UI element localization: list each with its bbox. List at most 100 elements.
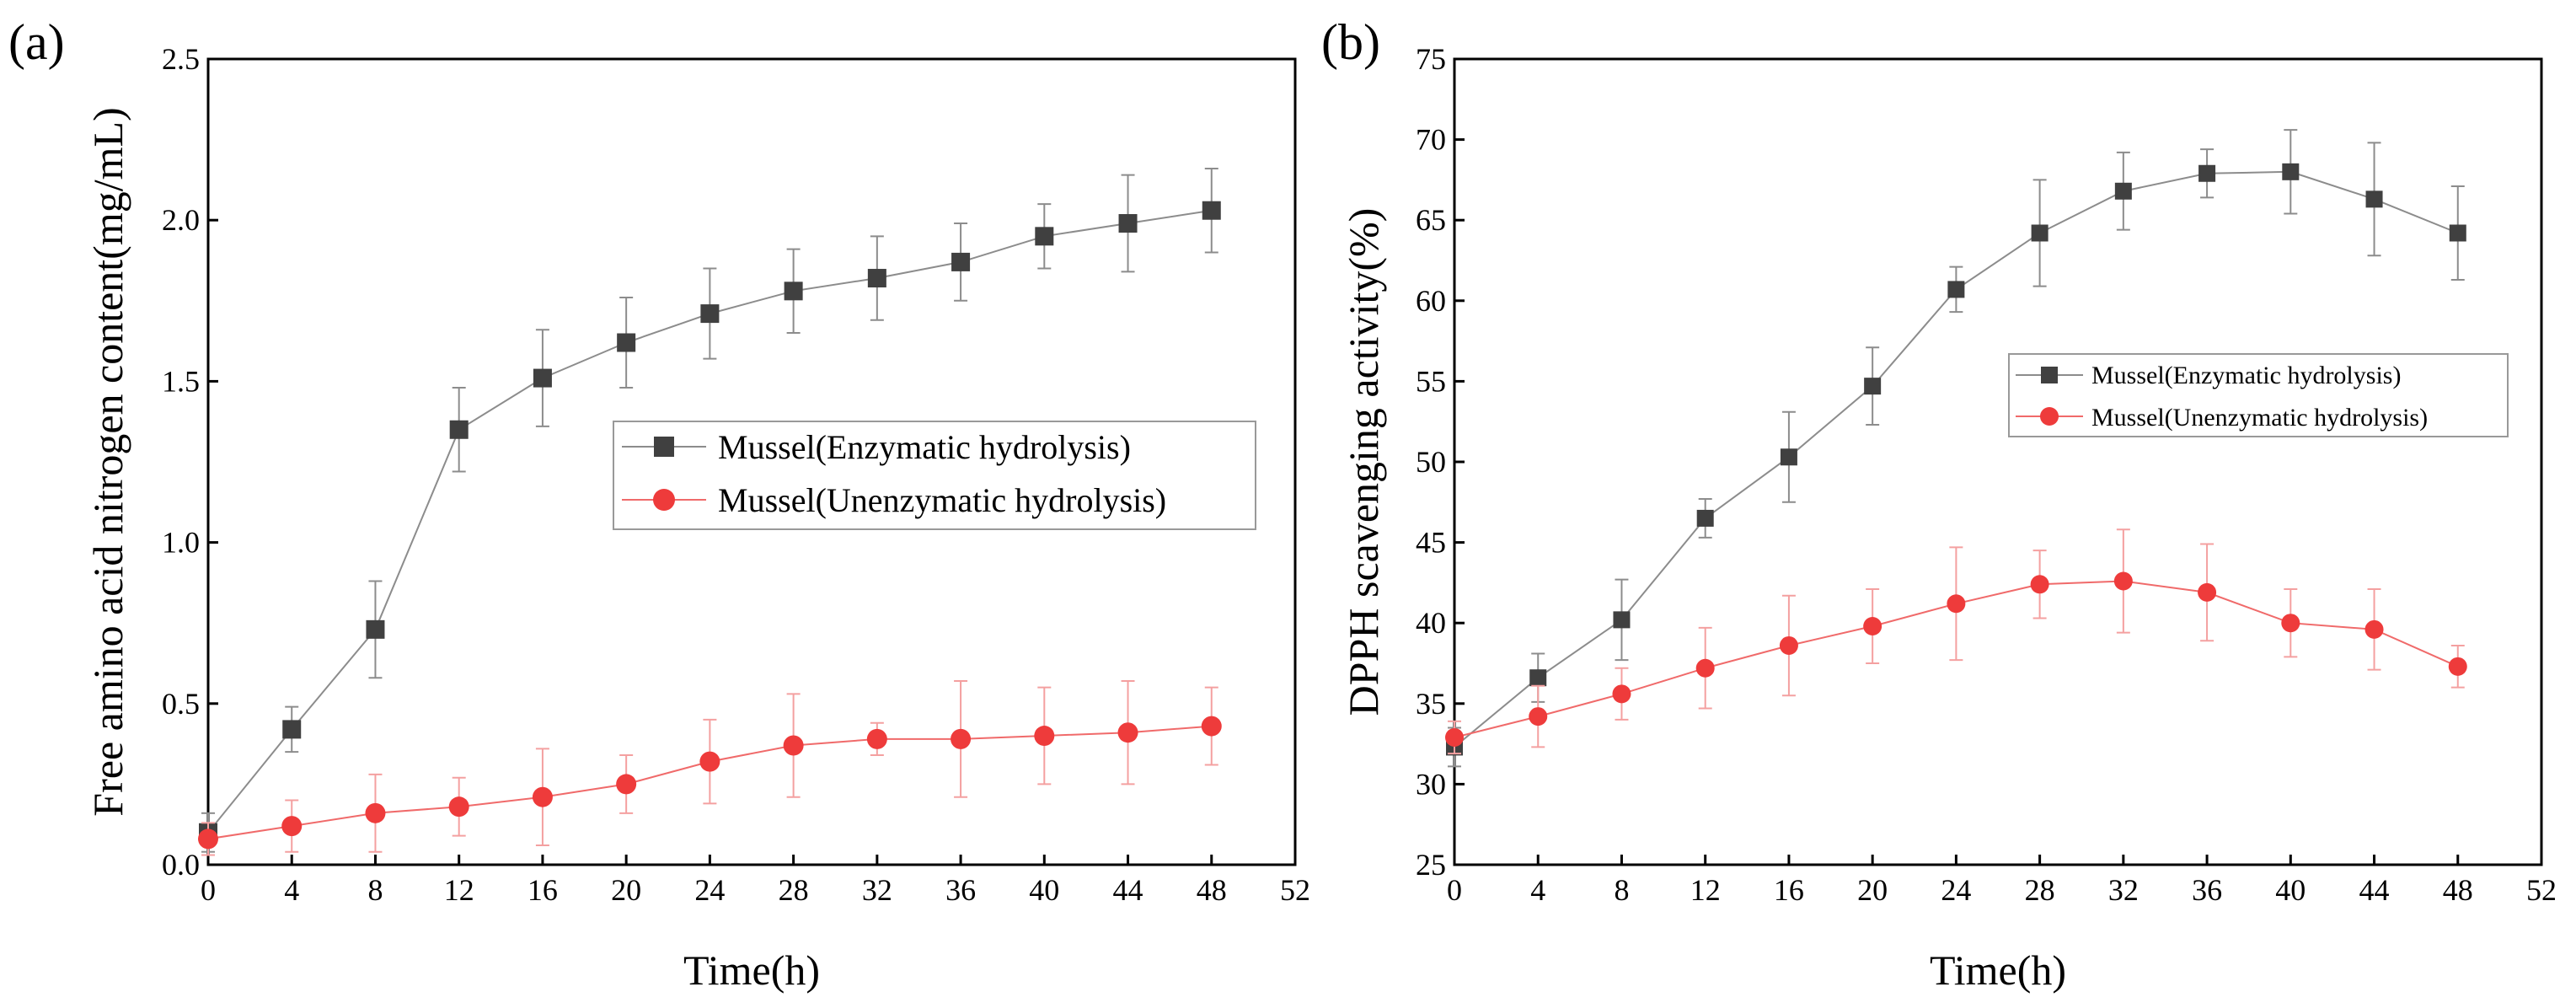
data-point-unenzymatic	[1612, 684, 1631, 704]
data-point-enzymatic	[867, 269, 886, 288]
x-axis-title-b: Time(h)	[1930, 946, 2066, 994]
y-tick-label-a: 1.5	[162, 364, 200, 398]
data-point-unenzymatic	[448, 796, 469, 818]
x-tick-label-a: 8	[367, 873, 383, 907]
series-unenzymatic-a	[198, 680, 1222, 856]
y-tick-label-b: 35	[1416, 687, 1446, 721]
x-axis-b: 0 4 8 12 16 20 24 28 32 36 40 44 48 52	[1447, 855, 2557, 907]
x-tick-label-b: 52	[2526, 873, 2557, 907]
legend-label-enzymatic-b: Mussel(Enzymatic hydrolysis)	[2091, 362, 2401, 389]
data-point-unenzymatic	[783, 735, 804, 756]
x-axis-title-a: Time(h)	[683, 946, 820, 994]
data-point-enzymatic	[1613, 611, 1631, 629]
data-point-unenzymatic	[699, 751, 720, 772]
data-point-enzymatic	[1864, 378, 1882, 395]
x-tick-label-a: 32	[862, 873, 892, 907]
series-unenzymatic-b	[1445, 528, 2467, 755]
data-point-unenzymatic	[1201, 716, 1222, 737]
data-point-unenzymatic	[365, 802, 386, 823]
x-tick-label-b: 4	[1530, 873, 1545, 907]
data-point-unenzymatic	[1779, 635, 1798, 655]
y-tick-label-b: 40	[1416, 606, 1446, 640]
data-point-enzymatic	[1118, 214, 1138, 233]
x-tick-label-a: 12	[444, 873, 474, 907]
data-point-unenzymatic	[2198, 582, 2217, 602]
y-axis-title-a: Free amino acid nitrogen content(mg/mL)	[84, 107, 131, 816]
x-tick-label-b: 40	[2275, 873, 2306, 907]
data-point-unenzymatic	[1445, 727, 1464, 747]
data-point-unenzymatic	[2281, 614, 2300, 633]
x-tick-label-b: 24	[1941, 873, 1971, 907]
legend-label-unenzymatic-a: Mussel(Unenzymatic hydrolysis)	[718, 481, 1166, 519]
legend-marker-enzymatic-a	[654, 437, 674, 457]
data-point-unenzymatic	[198, 828, 218, 850]
data-point-unenzymatic	[2364, 619, 2384, 639]
data-point-enzymatic	[2114, 182, 2132, 200]
series-layer-a	[198, 168, 1222, 856]
x-tick-label-a: 0	[201, 873, 216, 907]
legend-marker-unenzymatic-a	[653, 489, 675, 511]
data-point-enzymatic	[1947, 281, 1965, 298]
data-point-unenzymatic	[616, 774, 637, 795]
panel-label-b: (b)	[1321, 14, 1380, 70]
y-tick-label-b: 55	[1416, 364, 1446, 398]
y-tick-label-b: 60	[1416, 284, 1446, 318]
x-tick-label-a: 24	[694, 873, 725, 907]
x-tick-label-b: 48	[2443, 873, 2473, 907]
data-point-enzymatic	[784, 281, 803, 301]
data-point-enzymatic	[2031, 224, 2048, 242]
data-point-unenzymatic	[2113, 571, 2133, 591]
data-point-unenzymatic	[2448, 657, 2467, 676]
x-tick-label-b: 44	[2359, 873, 2390, 907]
data-point-unenzymatic	[1863, 617, 1882, 636]
data-point-unenzymatic	[951, 728, 972, 749]
data-point-enzymatic	[533, 368, 552, 388]
y-axis-title-b: DPPH scavenging activity(%)	[1340, 208, 1387, 716]
legend-label-unenzymatic-b: Mussel(Unenzymatic hydrolysis)	[2091, 404, 2428, 432]
x-tick-label-b: 16	[1774, 873, 1804, 907]
data-point-unenzymatic	[1034, 726, 1055, 747]
legend-b: Mussel(Enzymatic hydrolysis) Mussel(Unen…	[2008, 353, 2509, 437]
x-axis-a: 0 4 8 12 16 20 24 28 32 36 40 44 48 52	[201, 855, 1310, 907]
data-point-enzymatic	[1696, 509, 1714, 527]
x-tick-label-a: 28	[779, 873, 809, 907]
data-point-unenzymatic	[532, 786, 553, 807]
plot-frame-b	[1453, 57, 2543, 866]
panel-a: (a) 0.00.51.01.52.02.5 0 4 8 12 16 20 24 28 32 36…	[8, 14, 1310, 994]
x-tick-label-a: 16	[528, 873, 558, 907]
legend-box-b	[2008, 353, 2509, 437]
y-tick-label-b: 70	[1416, 123, 1446, 157]
data-point-unenzymatic	[1529, 707, 1548, 727]
plot-frame-a	[206, 57, 1297, 866]
x-tick-label-b: 32	[2108, 873, 2139, 907]
data-point-enzymatic	[1035, 227, 1054, 246]
data-point-enzymatic	[2449, 224, 2466, 242]
x-tick-label-a: 36	[945, 873, 976, 907]
data-point-enzymatic	[617, 333, 636, 352]
y-tick-label-b: 45	[1416, 526, 1446, 560]
data-point-enzymatic	[1780, 448, 1797, 466]
legend-box-a	[613, 421, 1256, 530]
x-tick-label-a: 48	[1197, 873, 1227, 907]
y-axis-b: 25 30 35 40 45 50 55 60 65 70 75	[1416, 42, 1465, 882]
data-point-unenzymatic	[1117, 722, 1138, 743]
legend-marker-unenzymatic-b	[2040, 407, 2059, 426]
data-point-enzymatic	[282, 720, 302, 739]
y-tick-label-a: 0.0	[162, 848, 200, 882]
x-tick-label-b: 36	[2192, 873, 2222, 907]
y-tick-label-a: 0.5	[162, 687, 200, 721]
data-point-enzymatic	[2282, 163, 2300, 180]
x-tick-label-b: 0	[1447, 873, 1462, 907]
y-axis-a: 0.0 0.5 1.0 1.5 2.0 2.5	[162, 42, 218, 882]
x-tick-label-a: 44	[1113, 873, 1143, 907]
x-tick-label-b: 8	[1614, 873, 1629, 907]
data-point-enzymatic	[951, 252, 971, 271]
y-tick-label-b: 25	[1416, 848, 1446, 882]
y-tick-label-a: 2.5	[162, 42, 200, 76]
y-tick-label-a: 2.0	[162, 203, 200, 237]
x-tick-label-a: 52	[1280, 873, 1310, 907]
data-point-unenzymatic	[281, 816, 303, 837]
legend-a: Mussel(Enzymatic hydrolysis) Mussel(Unen…	[613, 421, 1256, 530]
